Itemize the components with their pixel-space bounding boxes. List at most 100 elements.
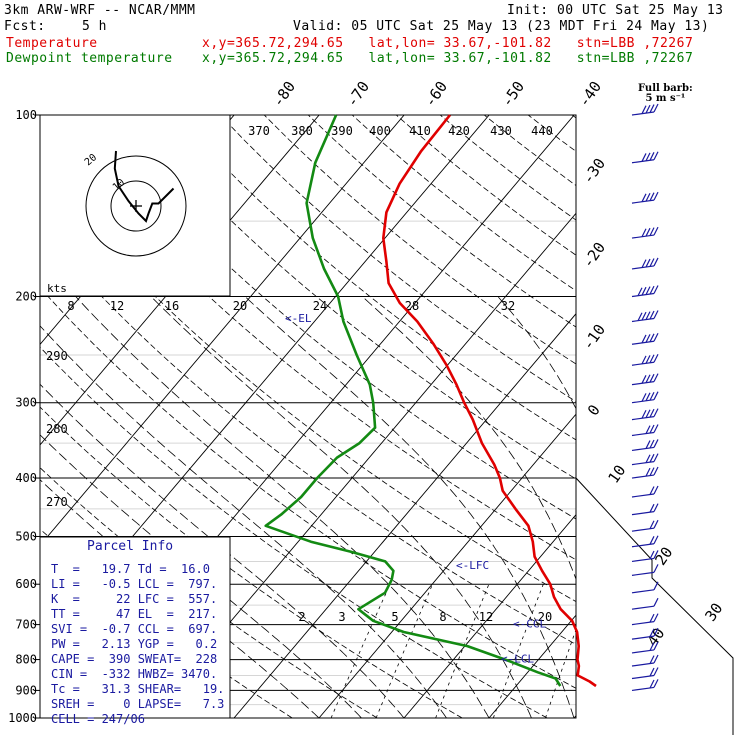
temperature-axis-label: -30 bbox=[579, 155, 609, 188]
dry-adiabat bbox=[40, 168, 576, 603]
parcel-row: T = 19.7 Td = 16.0 bbox=[51, 562, 210, 576]
dry-adiabat bbox=[175, 115, 576, 441]
isotherm bbox=[148, 212, 576, 718]
wind-barb-flag bbox=[641, 286, 647, 296]
wind-barb bbox=[631, 332, 659, 345]
isotherm bbox=[40, 115, 320, 446]
wind-barb-flag bbox=[653, 466, 659, 476]
wind-barb-flag bbox=[653, 519, 659, 529]
wind-barb bbox=[631, 535, 659, 548]
mixing-ratio-label: 12 bbox=[479, 610, 493, 624]
dry-adiabat bbox=[263, 115, 576, 365]
wind-barb-flag bbox=[653, 613, 659, 622]
wind-barb-flag bbox=[649, 667, 655, 677]
wind-barb-flag bbox=[649, 520, 655, 530]
valid-time: Valid: 05 UTC Sat 25 May 13 (23 MDT Fri … bbox=[293, 19, 710, 34]
wind-barb bbox=[631, 654, 659, 667]
parcel-row: K = 22 LFC = 557. bbox=[51, 592, 218, 606]
wind-barb-flag bbox=[645, 454, 651, 463]
wind-barb-flag bbox=[653, 226, 659, 236]
speed-axis-label: 32 bbox=[501, 299, 515, 313]
level-marker-lcl: <-LCL bbox=[501, 653, 534, 666]
pressure-label: 1000 bbox=[8, 711, 37, 725]
wind-barb-flag bbox=[645, 467, 651, 477]
dry-adiabat-label: 270 bbox=[46, 495, 68, 509]
pressure-label: 400 bbox=[15, 471, 37, 485]
dry-adiabat bbox=[395, 115, 576, 256]
pressure-label: 900 bbox=[15, 683, 37, 697]
plot-frame bbox=[39, 114, 577, 719]
wind-barb-flag bbox=[653, 597, 659, 607]
wind-barb bbox=[631, 257, 659, 270]
wind-barb-flag bbox=[641, 105, 647, 114]
dry-adiabat bbox=[131, 115, 576, 480]
dewpoint-legend: Dewpoint temperature bbox=[6, 51, 173, 66]
mixing-ratio-line bbox=[375, 584, 433, 718]
wind-barb-flag bbox=[649, 285, 655, 295]
wind-barb-flag bbox=[653, 627, 659, 637]
wind-barb-flag bbox=[641, 355, 647, 365]
wind-barb-staff bbox=[631, 571, 655, 576]
wind-barb-flag bbox=[653, 550, 659, 559]
parcel-row: CAPE = 390 SWEAT= 228 bbox=[51, 652, 218, 666]
wind-barb-flag bbox=[653, 581, 659, 591]
parcel-row: SREH = 0 LAPSE= 7.3 bbox=[51, 697, 225, 711]
temperature-axis-label: -40 bbox=[575, 78, 605, 111]
wind-barb-flag bbox=[653, 257, 659, 267]
parcel-row: PW = 2.13 YGP = 0.2 bbox=[51, 637, 218, 651]
wind-barb-flag bbox=[645, 440, 651, 449]
wind-barb-flag bbox=[637, 287, 643, 297]
wind-barb-flag bbox=[645, 286, 651, 295]
isotherm bbox=[659, 115, 740, 718]
wind-barb-flag bbox=[645, 104, 651, 114]
wind-barb bbox=[631, 641, 659, 654]
mixing-ratio-line bbox=[545, 628, 576, 718]
wind-barb-flag bbox=[649, 373, 655, 383]
pressure-label: 800 bbox=[15, 653, 37, 667]
wind-barb bbox=[631, 373, 659, 386]
wind-barb-flag bbox=[653, 535, 659, 545]
wind-barb-flag bbox=[645, 392, 651, 402]
wind-barb-staff bbox=[631, 589, 655, 594]
hodograph-ring bbox=[110, 180, 162, 232]
mixing-ratio-label: 8 bbox=[439, 610, 446, 624]
wind-barb bbox=[631, 485, 659, 498]
speed-axis-label: 24 bbox=[313, 299, 327, 313]
wind-barb-flag bbox=[653, 564, 659, 573]
wind-barb bbox=[631, 466, 659, 479]
wind-barb-flag bbox=[653, 641, 659, 651]
speed-axis-label: 28 bbox=[405, 299, 419, 313]
temperature-axis-label: 10 bbox=[604, 462, 629, 487]
isotherm bbox=[233, 313, 576, 718]
theta-label: 370 bbox=[248, 124, 270, 138]
wind-barb bbox=[631, 613, 659, 626]
isotherm bbox=[318, 413, 576, 718]
wind-barb-flag bbox=[649, 613, 655, 623]
theta-label: 440 bbox=[531, 124, 553, 138]
wind-barb-flag bbox=[645, 409, 651, 418]
temperature-profile bbox=[381, 114, 597, 688]
temperature-axis-label: 30 bbox=[701, 600, 726, 625]
temperature-axis-label: 0 bbox=[584, 401, 604, 419]
wind-barb-flag bbox=[649, 227, 655, 236]
wind-barb bbox=[631, 453, 659, 466]
temperature-axis-label: -60 bbox=[421, 78, 451, 111]
wind-barb-flag bbox=[649, 192, 655, 201]
wind-barb-flag bbox=[653, 408, 659, 417]
wind-barb bbox=[631, 391, 659, 404]
parcel-row: CELL = 247/06 bbox=[51, 712, 145, 726]
wind-barb-flag bbox=[645, 374, 651, 384]
temperature-axis-label: -70 bbox=[343, 78, 373, 111]
wind-barb-flag bbox=[641, 393, 647, 402]
forecast-label: Fcst: bbox=[4, 19, 46, 34]
wind-barb bbox=[631, 564, 659, 576]
theta-label: 430 bbox=[490, 124, 512, 138]
wind-barb bbox=[631, 667, 659, 680]
wind-barb-flag bbox=[641, 193, 647, 203]
isotherm bbox=[488, 614, 576, 718]
pressure-label: 100 bbox=[15, 108, 37, 122]
dewpoint-profile bbox=[264, 114, 562, 687]
mixing-ratio-label: 3 bbox=[338, 610, 345, 624]
parcel-row: Tc = 31.3 SHEAR= 19. bbox=[51, 682, 225, 696]
wind-barb bbox=[631, 597, 659, 610]
